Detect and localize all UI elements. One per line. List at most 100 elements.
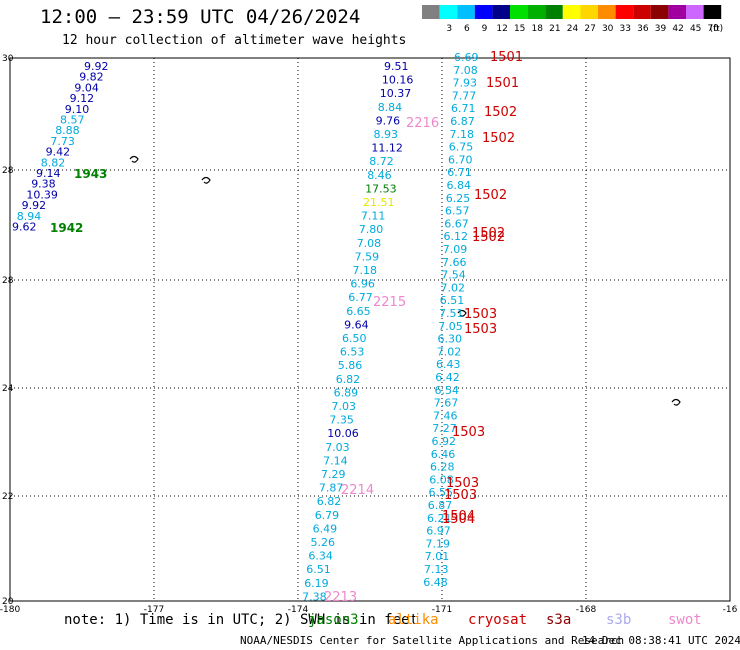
swh-right-31: 6.46 xyxy=(431,448,456,461)
page-subtitle: 12 hour collection of altimeter wave hei… xyxy=(62,33,407,48)
legend-label-1: 3 xyxy=(446,24,452,34)
swh-right-17: 7.54 xyxy=(441,269,466,282)
swh-mid-20: 6.50 xyxy=(342,332,367,345)
legend-swatch-13 xyxy=(650,5,669,19)
x-tick-label-2: -174 xyxy=(288,605,309,612)
swh-right-20: 7.51 xyxy=(439,307,464,320)
swh-right-11: 6.25 xyxy=(446,192,471,205)
legend-label-15: 45 xyxy=(690,24,701,34)
swh-left-9: 8.82 xyxy=(41,156,66,169)
swh-right-41: 6.48 xyxy=(423,576,448,589)
swh-mid-26: 7.35 xyxy=(329,414,354,427)
legend-label-11: 33 xyxy=(620,24,631,34)
satellite-name-altika: altika xyxy=(388,612,439,628)
swh-mid-9: 17.53 xyxy=(365,182,397,195)
swh-right-2: 7.93 xyxy=(453,77,478,90)
swh-right-19: 6.51 xyxy=(440,294,465,307)
time-label-mid-1: 2215 xyxy=(373,295,406,310)
time-label-left-0: 1943 xyxy=(74,167,107,181)
x-tick-label-1: -177 xyxy=(144,605,164,612)
swh-mid-13: 7.08 xyxy=(357,237,382,250)
swh-right-5: 6.87 xyxy=(450,115,475,128)
time-label-right-8: 1503 xyxy=(464,322,497,337)
swh-right-1: 7.08 xyxy=(453,64,478,77)
legend-swatch-12 xyxy=(633,5,651,19)
legend-label-2: 6 xyxy=(464,24,470,34)
legend-swatch-4 xyxy=(492,5,510,19)
swh-mid-37: 6.51 xyxy=(306,563,331,576)
x-tick-label-4: -168 xyxy=(576,605,597,612)
swh-right-32: 6.28 xyxy=(430,461,455,474)
swh-left-5: 8.57 xyxy=(60,114,85,127)
color-legend: 3 6 9 12 15 18 21 24 27 30 33 36 39 42 45 70(ft) xyxy=(422,5,724,34)
y-tick-label-3: 24 xyxy=(2,384,14,394)
swh-right-6: 7.18 xyxy=(450,128,475,141)
legend-label-10: 30 xyxy=(602,24,614,34)
legend-swatch-3 xyxy=(474,5,493,19)
swh-mid-35: 5.26 xyxy=(311,536,336,549)
swh-right-16: 7.66 xyxy=(442,256,467,269)
time-label-right-9: 1503 xyxy=(452,425,485,440)
footer-date: 14 Dec 08:38:41 UTC 2024 xyxy=(582,634,740,647)
swh-mid-12: 7.80 xyxy=(359,223,384,236)
swh-left-12: 10.39 xyxy=(26,188,58,201)
swh-mid-33: 6.79 xyxy=(315,509,340,522)
swh-left-1: 9.82 xyxy=(79,71,104,84)
legend-label-7: 21 xyxy=(549,24,560,34)
legend-swatch-5 xyxy=(510,5,528,19)
legend-swatch-7 xyxy=(545,5,563,19)
legend-label-12: 36 xyxy=(637,24,649,34)
swh-left-3: 9.12 xyxy=(70,92,95,105)
swh-right-0: 6.69 xyxy=(454,51,479,64)
satellite-name-cryosat: cryosat xyxy=(468,612,528,628)
swh-mid-8: 8.46 xyxy=(367,169,392,182)
swh-right-24: 6.43 xyxy=(436,358,461,371)
time-label-right-1: 1501 xyxy=(486,76,519,91)
legend-label-5: 15 xyxy=(514,24,525,34)
swh-right-21: 7.05 xyxy=(438,320,463,333)
swh-mid-32: 6.82 xyxy=(317,495,342,508)
swh-right-36: 6.21 xyxy=(427,512,452,525)
legend-swatch-0 xyxy=(422,5,440,19)
time-label-right-12: 1504 xyxy=(442,509,475,524)
y-tick-label-4: 22 xyxy=(2,492,13,502)
swh-right-10: 6.84 xyxy=(447,179,472,192)
swh-right-7: 6.75 xyxy=(449,141,474,154)
swh-left-0: 9.92 xyxy=(84,60,109,73)
swh-right-27: 7.67 xyxy=(434,397,459,410)
time-label-right-0: 1501 xyxy=(490,50,523,65)
swh-mid-4: 9.76 xyxy=(376,114,401,127)
swh-mid-16: 6.96 xyxy=(350,278,375,291)
y-tick-label-5: 20 xyxy=(2,597,14,607)
swh-left-15: 9.62 xyxy=(12,221,37,234)
swh-mid-39: 7.38 xyxy=(302,590,327,603)
swh-mid-18: 6.65 xyxy=(346,305,371,318)
swh-right-28: 7.46 xyxy=(433,409,458,422)
swh-mid-7: 8.72 xyxy=(369,155,394,168)
swh-right-29: 7.27 xyxy=(432,422,457,435)
swh-left-11: 9.38 xyxy=(31,178,56,191)
swh-mid-14: 7.59 xyxy=(355,250,380,263)
legend-label-3: 9 xyxy=(482,24,488,34)
swh-mid-22: 5.86 xyxy=(338,359,363,372)
swh-right-40: 7.13 xyxy=(424,563,449,576)
swh-right-33: 6.08 xyxy=(429,473,454,486)
legend-label-9: 27 xyxy=(584,24,595,34)
swh-right-8: 6.70 xyxy=(448,153,473,166)
legend-label-14: 42 xyxy=(672,24,683,34)
legend-label-16: 70 xyxy=(708,24,720,34)
swh-mid-5: 8.93 xyxy=(374,128,399,141)
swh-mid-21: 6.53 xyxy=(340,346,365,359)
swh-right-9: 6.71 xyxy=(447,166,472,179)
swh-right-23: 7.02 xyxy=(437,345,462,358)
swh-mid-10: 21.51 xyxy=(363,196,395,209)
swh-mid-0: 9.51 xyxy=(384,60,409,73)
swh-mid-24: 6.89 xyxy=(334,386,359,399)
time-label-mid-3: 2213 xyxy=(324,590,357,605)
swh-right-22: 6.30 xyxy=(438,333,463,346)
swh-right-38: 7.19 xyxy=(426,537,451,550)
legend-swatch-9 xyxy=(580,5,598,19)
legend-unit: (ft) xyxy=(710,24,724,34)
swh-right-13: 6.67 xyxy=(444,217,469,230)
time-label-right-2: 1502 xyxy=(484,105,517,120)
